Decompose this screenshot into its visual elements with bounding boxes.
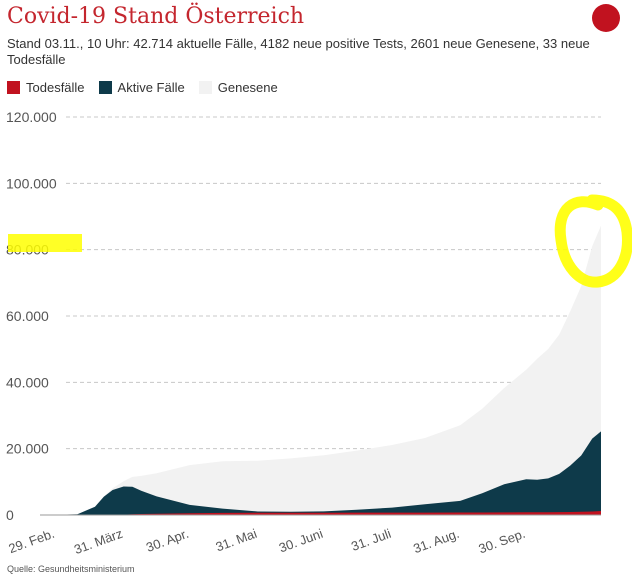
highlight-circle — [554, 194, 632, 288]
legend-label-active: Aktive Fälle — [117, 80, 185, 95]
y-tick-label-5: 100.000 — [6, 175, 57, 191]
legend-swatch-active — [98, 81, 112, 94]
x-tick-label-7: 30. Sep. — [477, 526, 528, 557]
x-tick-label-3: 31. Mai — [214, 526, 259, 555]
legend-swatch-recovered — [198, 81, 212, 94]
source-note: Quelle: Gesundheitsministerium — [7, 564, 135, 574]
legend-item-deaths[interactable]: Todesfälle — [7, 80, 85, 95]
x-tick-label-2: 30. Apr. — [144, 526, 191, 555]
x-tick-label-1: 31. März — [72, 526, 125, 557]
subtitle-line-1: Stand 03.11., 10 Uhr: 42.714 aktuelle Fä… — [7, 36, 590, 51]
legend-label-deaths: Todesfälle — [26, 80, 85, 95]
y-tick-label-6: 120.000 — [6, 109, 57, 125]
chart-subtitle: Stand 03.11., 10 Uhr: 42.714 aktuelle Fä… — [7, 36, 607, 70]
x-tick-label-0: 29. Feb. — [6, 526, 56, 556]
y-tick-label-3: 60.000 — [6, 308, 49, 324]
x-tick-label-6: 31. Aug. — [411, 526, 461, 556]
y-tick-label-1: 20.000 — [6, 441, 49, 457]
logo-badge — [592, 4, 620, 32]
legend-item-recovered[interactable]: Genesene — [198, 80, 278, 95]
legend-label-recovered: Genesene — [217, 80, 278, 95]
x-tick-label-4: 30. Juni — [277, 526, 325, 556]
chart-title: Covid-19 Stand Österreich — [7, 4, 305, 29]
area-aktive-faelle — [46, 431, 602, 515]
subtitle-line-2: Todesfälle — [7, 52, 66, 67]
highlight-marker-80000 — [8, 234, 82, 252]
legend: Todesfälle Aktive Fälle Genesene — [7, 80, 278, 95]
x-tick-label-5: 31. Juli — [349, 526, 393, 554]
area-genesene — [46, 225, 602, 516]
legend-swatch-deaths — [7, 81, 20, 94]
y-tick-label-2: 40.000 — [6, 374, 49, 390]
legend-item-active[interactable]: Aktive Fälle — [98, 80, 185, 95]
area-todesfaelle — [46, 511, 602, 515]
y-tick-label-0: 0 — [6, 507, 14, 523]
